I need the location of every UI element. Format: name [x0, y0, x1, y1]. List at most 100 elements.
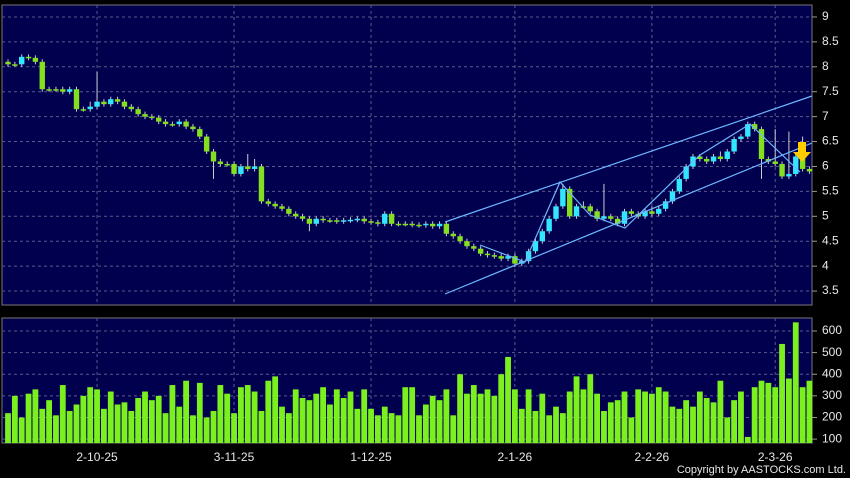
volume-bar — [635, 389, 642, 443]
volume-bar — [566, 391, 573, 443]
candle-body — [683, 166, 689, 179]
volume-bar — [792, 322, 799, 443]
candle-body — [793, 156, 799, 174]
zigzag — [479, 123, 801, 263]
volume-bar — [217, 385, 224, 443]
volume-bar — [53, 415, 59, 443]
candle-body — [340, 220, 347, 222]
candle-body — [306, 218, 313, 224]
volume-bar — [354, 408, 361, 443]
volume-bar — [375, 415, 381, 443]
candle-body — [505, 256, 511, 259]
volume-bar — [203, 417, 210, 443]
volume-bar — [135, 398, 142, 443]
candle-body — [128, 106, 134, 110]
volume-bar — [25, 393, 32, 443]
volume-bar — [94, 389, 100, 443]
candle-body — [245, 166, 251, 169]
volume-bar — [196, 382, 203, 443]
volume-bar — [614, 400, 621, 443]
candle-body — [382, 213, 388, 224]
candle-body — [662, 201, 669, 209]
volume-bar — [66, 410, 73, 443]
candle-body — [532, 241, 539, 252]
candle-body — [142, 114, 148, 117]
volume-bar — [429, 395, 436, 443]
volume-bar — [107, 391, 114, 443]
candle-body — [594, 211, 600, 219]
volume-bar — [779, 343, 785, 443]
candle-body — [156, 117, 162, 122]
candle-body — [614, 218, 621, 224]
candle-body — [80, 109, 87, 111]
candle-body — [60, 89, 66, 92]
candle-body — [217, 161, 224, 164]
candle-body — [806, 168, 813, 172]
y-tick-label: 3.5 — [822, 283, 839, 297]
volume-bar — [39, 408, 46, 443]
volume-bar — [738, 391, 744, 443]
volume-bar — [649, 393, 655, 443]
channel-lower — [444, 142, 813, 295]
candle-body — [313, 218, 319, 224]
candle-body — [471, 246, 477, 249]
volume-bar — [224, 393, 231, 443]
volume-bar — [539, 393, 546, 443]
candle-body — [375, 222, 381, 224]
volume-bar — [553, 406, 559, 443]
volume-bar — [155, 395, 162, 443]
y-tick-label: 600 — [822, 323, 842, 337]
candle-body — [786, 173, 792, 177]
volume-bar — [87, 387, 94, 443]
volume-bar — [279, 406, 285, 443]
candle-body — [94, 101, 100, 107]
volume-bar — [559, 413, 566, 443]
candle-body — [409, 223, 415, 226]
candle-body — [567, 188, 573, 217]
candle-body — [46, 89, 52, 91]
candle-body — [265, 201, 271, 204]
candle-body — [717, 156, 724, 159]
volume-bar — [601, 410, 607, 443]
candle-body — [53, 89, 59, 91]
volume-bar — [642, 391, 648, 443]
x-tick-label: 2-2-26 — [635, 450, 670, 464]
candle-body — [354, 218, 361, 221]
candle-body — [197, 129, 203, 137]
volume-bar — [121, 402, 128, 443]
candle-body — [279, 206, 285, 209]
volume-bar — [313, 393, 320, 443]
y-tick-label: 5.5 — [822, 184, 839, 198]
volume-bar — [409, 387, 416, 443]
candle-body — [176, 121, 182, 125]
y-tick-label: 4.5 — [822, 233, 839, 247]
candle-body — [676, 178, 682, 192]
candle-body — [108, 99, 114, 105]
y-tick-label: 7.5 — [822, 84, 839, 98]
volume-bar — [416, 415, 422, 443]
candle-body — [395, 223, 402, 226]
volume-bar — [347, 391, 354, 443]
volume-bar — [525, 389, 532, 443]
candle-body — [39, 61, 45, 90]
candle-body — [512, 256, 518, 264]
candle-body — [498, 256, 504, 259]
y-tick-label: 200 — [822, 410, 842, 424]
candle-body — [587, 206, 593, 212]
volume-bar — [114, 404, 121, 443]
volume-bar — [498, 374, 505, 443]
candle-body — [231, 163, 237, 174]
volume-bar — [655, 387, 662, 443]
volume-bar — [299, 398, 306, 443]
candle-body — [169, 124, 176, 126]
candle-body — [628, 211, 635, 214]
candle-body — [484, 253, 491, 256]
candle-body — [183, 121, 189, 127]
volume-bar — [80, 395, 87, 443]
candle-body — [327, 220, 333, 222]
volume-bar — [710, 402, 717, 443]
volume-bar — [724, 417, 731, 443]
volume-bar — [292, 389, 299, 443]
volume-bar — [11, 395, 18, 443]
